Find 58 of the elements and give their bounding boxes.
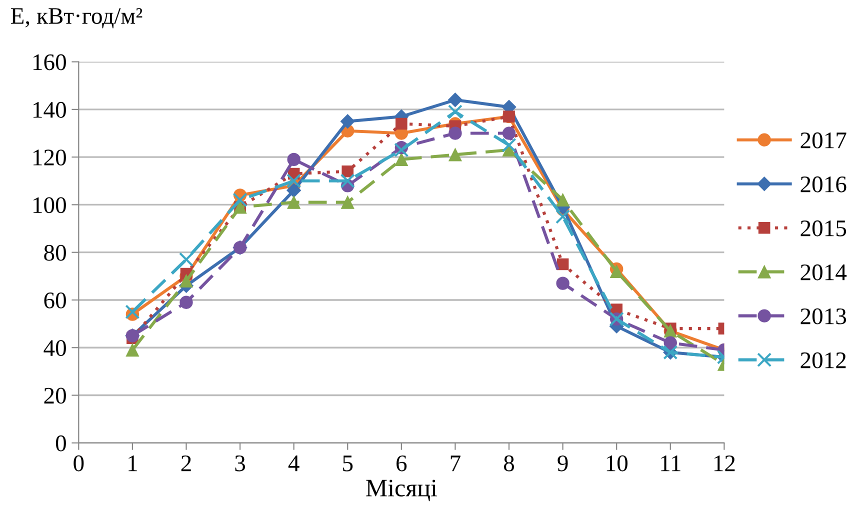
point — [396, 118, 408, 130]
point — [340, 114, 355, 129]
x-tick-label: 2 — [181, 455, 191, 472]
legend-label: 2013 — [800, 308, 846, 324]
point — [556, 276, 570, 290]
point — [180, 274, 193, 288]
point — [394, 142, 409, 158]
x-tick-label: 12 — [714, 455, 735, 472]
point — [448, 126, 462, 140]
point — [448, 104, 463, 120]
legend-label: 2015 — [800, 220, 846, 236]
point — [286, 183, 302, 198]
x-tick-label: 9 — [558, 455, 568, 472]
point — [125, 304, 140, 320]
x-tick-label: 3 — [235, 455, 246, 472]
point — [178, 252, 194, 267]
point — [341, 196, 354, 209]
y-tick-label: 120 — [34, 150, 66, 166]
y-axis-title: E, кВт·год/м² — [10, 8, 142, 28]
y-tick-label: 100 — [34, 197, 66, 214]
x-tick-label: 11 — [661, 456, 680, 472]
point — [180, 296, 193, 309]
point — [610, 264, 624, 278]
x-tick-label: 6 — [396, 455, 407, 472]
x-tick-label: 10 — [606, 455, 628, 472]
point — [287, 152, 300, 166]
point — [287, 196, 300, 209]
point — [502, 126, 516, 140]
legend-label: 2014 — [800, 264, 847, 280]
y-tick-label: 60 — [44, 292, 66, 308]
point — [126, 343, 140, 357]
point — [340, 174, 355, 188]
y-tick-label: 160 — [34, 54, 66, 70]
legend-label: 2016 — [800, 176, 846, 192]
point — [286, 174, 302, 188]
point — [232, 192, 248, 208]
x-tick-label: 8 — [504, 455, 514, 472]
point — [342, 165, 354, 178]
y-tick-label: 0 — [56, 435, 66, 452]
y-tick-label: 140 — [34, 102, 66, 118]
y-tick-label: 40 — [44, 340, 66, 356]
x-tick-label: 4 — [288, 456, 300, 472]
x-axis-title: Місяці — [366, 480, 437, 502]
x-tick-label: 1 — [128, 456, 137, 472]
point — [556, 193, 570, 207]
point — [394, 152, 408, 166]
point — [502, 138, 516, 152]
x-tick-label: 0 — [74, 455, 84, 472]
x-tick-label: 5 — [343, 456, 353, 472]
x-tick-label: 7 — [450, 456, 460, 472]
point — [448, 92, 462, 108]
legend-label: 2017 — [800, 132, 846, 148]
point — [448, 148, 462, 162]
y-tick-label: 20 — [44, 388, 66, 404]
legend-label: 2012 — [800, 352, 846, 368]
point — [556, 209, 570, 224]
point — [664, 336, 677, 350]
y-tick-label: 80 — [44, 244, 66, 261]
